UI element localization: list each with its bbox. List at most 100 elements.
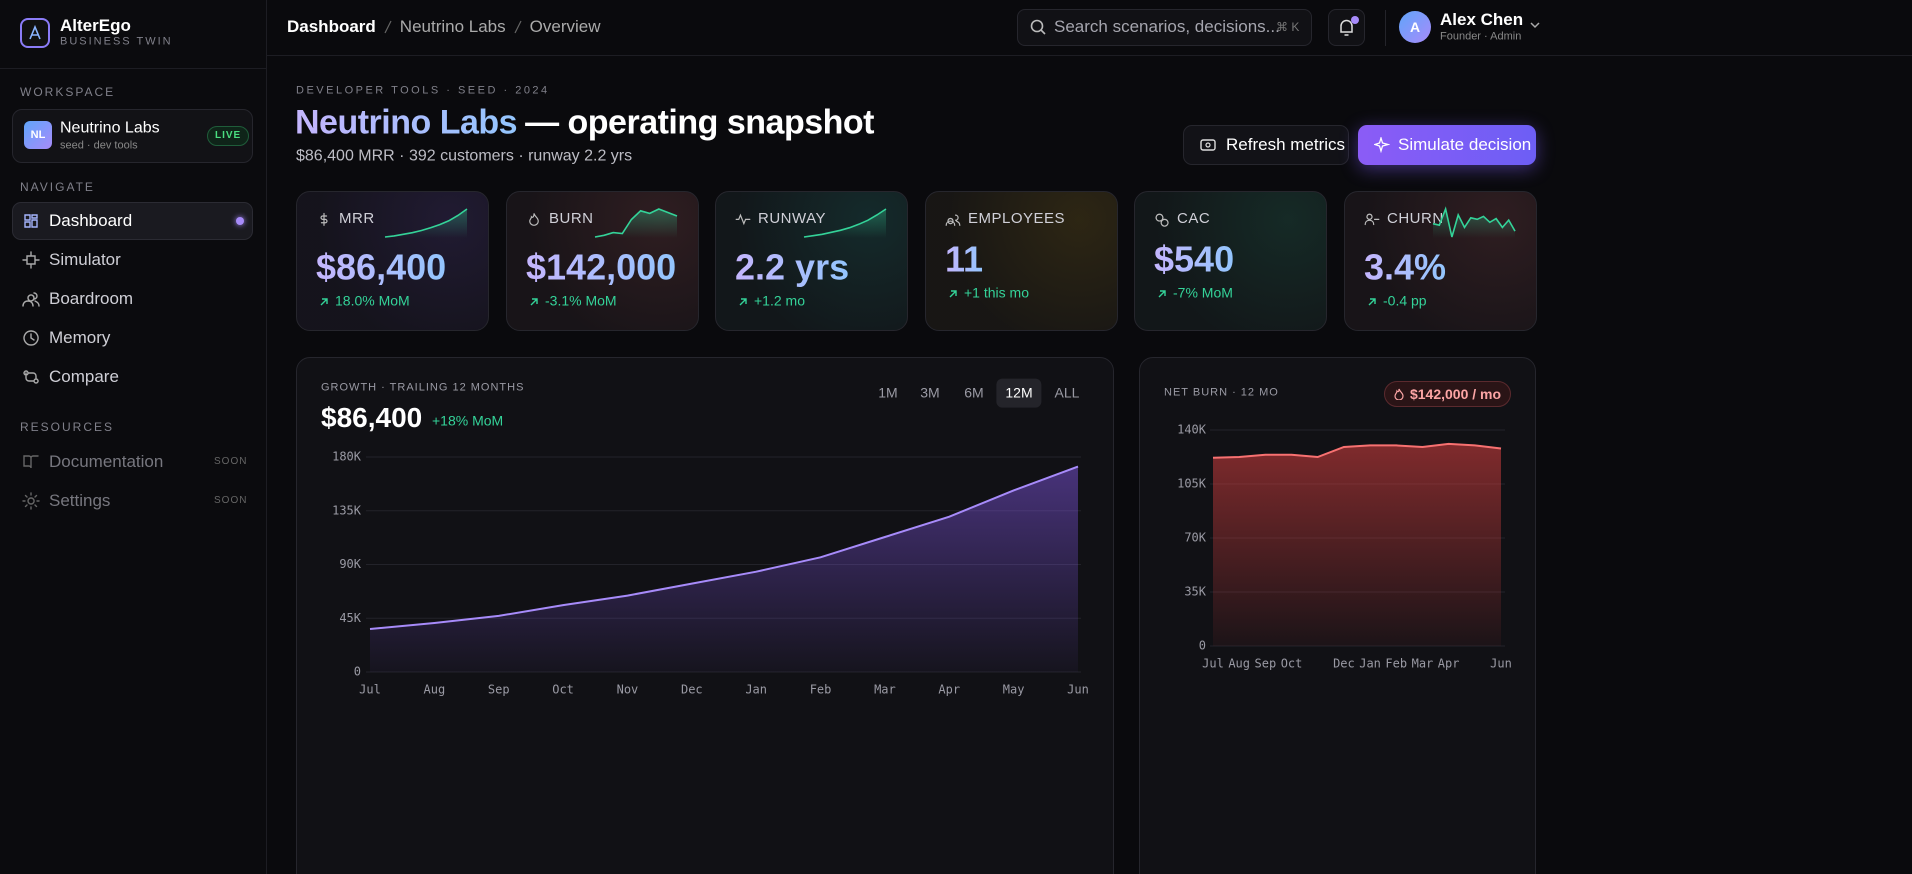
- shortcut: ⌘ K: [1276, 19, 1300, 34]
- x-tick-label: Jan: [1359, 657, 1381, 671]
- chevron[interactable]: [1529, 19, 1541, 31]
- kpi-card[interactable]: [1134, 191, 1327, 331]
- x-tick-label: Mar: [874, 683, 896, 697]
- x-tick-label: Apr: [1438, 657, 1460, 671]
- range-tab[interactable]: 3M: [920, 384, 940, 401]
- range-tab[interactable]: 6M: [964, 384, 984, 401]
- kpi-card[interactable]: [1344, 191, 1537, 331]
- crumb[interactable]: Overview: [529, 17, 601, 36]
- kpi-card[interactable]: [296, 191, 489, 331]
- workspace-avatar: NL: [24, 121, 52, 149]
- y-tick-label: 90K: [339, 557, 361, 571]
- user-role: Founder · Admin: [1440, 30, 1522, 43]
- divider: [267, 55, 1912, 56]
- nav-icon: [22, 290, 40, 313]
- range-tab[interactable]: ALL: [1054, 384, 1080, 401]
- nav-item[interactable]: Dashboard: [49, 210, 133, 230]
- kpi-delta: -0.4 pp: [1383, 292, 1427, 309]
- nav-item[interactable]: Memory: [49, 327, 111, 347]
- x-tick-label: Jul: [1202, 657, 1224, 671]
- x-tick-label: Aug: [424, 683, 446, 697]
- separator: [384, 20, 392, 34]
- range-tab[interactable]: 12M: [996, 378, 1042, 408]
- area-fill: [1213, 443, 1501, 646]
- user-name: Alex Chen: [1440, 9, 1524, 29]
- kpi-icon: [526, 212, 541, 232]
- search-box[interactable]: [1017, 9, 1312, 46]
- section-label: WORKSPACE: [20, 84, 116, 99]
- simulate-button[interactable]: Simulate decision: [1358, 125, 1536, 165]
- divider: [0, 68, 266, 69]
- eyebrow: DEVELOPER TOOLS · SEED · 2024: [296, 84, 550, 97]
- workspace-name: Neutrino Labs: [60, 119, 160, 137]
- x-tick-label: Jun: [1067, 683, 1089, 697]
- y-tick-label: 180K: [332, 450, 362, 464]
- headline: $86,400: [321, 402, 423, 434]
- kpi-value: $86,400: [316, 246, 447, 288]
- section-label: NAVIGATE: [20, 179, 95, 194]
- page-title: Neutrino Labs — operating snapshot: [295, 103, 874, 144]
- sparkline: [594, 208, 678, 238]
- brand-tagline: BUSINESS TWIN: [60, 35, 173, 48]
- refresh-button[interactable]: Refresh metrics: [1183, 125, 1349, 165]
- x-tick-label: Jan: [745, 683, 767, 697]
- delta-icon: [947, 287, 959, 305]
- section-label: RESOURCES: [20, 419, 115, 434]
- crumb[interactable]: Neutrino Labs: [399, 17, 506, 36]
- delta-icon: [528, 295, 540, 313]
- breadcrumb: Dashboard Neutrino Labs Overview: [287, 17, 601, 37]
- delta-icon: [1156, 287, 1168, 305]
- kpi-icon: [316, 212, 331, 232]
- x-tick-label: Jul: [359, 683, 381, 697]
- range-tab[interactable]: 1M: [878, 384, 898, 401]
- y-tick-label: 0: [354, 665, 361, 679]
- brand-name: AlterEgo: [60, 15, 131, 35]
- nav-item[interactable]: Boardroom: [49, 288, 134, 308]
- search-placeholder: Search scenarios, decisions...: [1054, 16, 1280, 36]
- kpi-label: EMPLOYEES: [968, 210, 1066, 227]
- kpi-icon: [1154, 212, 1169, 232]
- kpi-value: 11: [945, 238, 984, 280]
- brand-logo: [20, 18, 50, 48]
- nav-item[interactable]: Simulator: [49, 249, 121, 269]
- button-label: Refresh metrics: [1226, 135, 1346, 154]
- notifications-button[interactable]: [1328, 9, 1365, 46]
- kpi-icon: [735, 212, 751, 232]
- crumb[interactable]: Dashboard: [287, 17, 376, 36]
- workspace-meta: seed · dev tools: [60, 139, 138, 152]
- area-line: [1212, 442, 1502, 459]
- nav-icon: [22, 453, 40, 476]
- x-tick-label: Apr: [938, 683, 960, 697]
- nav-item[interactable]: Settings: [49, 490, 111, 510]
- kpi-card[interactable]: [715, 191, 908, 331]
- sparkline: [384, 208, 468, 238]
- kpi-card[interactable]: [925, 191, 1118, 331]
- badge-label: $142,000 / mo: [1409, 386, 1502, 402]
- button-label: Simulate decision: [1398, 135, 1532, 154]
- x-tick-label: Nov: [617, 683, 639, 697]
- x-tick-label: Oct: [1281, 657, 1303, 671]
- nav-item[interactable]: Documentation: [49, 451, 164, 471]
- kpi-delta: +1 this mo: [964, 284, 1029, 301]
- y-tick-label: 35K: [1184, 585, 1206, 599]
- user-avatar[interactable]: A: [1399, 11, 1431, 43]
- x-tick-label: Sep: [1255, 657, 1277, 671]
- x-tick-label: Aug: [1228, 657, 1250, 671]
- kpi-card[interactable]: [506, 191, 699, 331]
- kpi-label: RUNWAY: [758, 210, 826, 227]
- kpi-value: $142,000: [526, 246, 677, 288]
- nav-icon: [22, 368, 40, 391]
- delta-icon: [1366, 295, 1378, 313]
- x-tick-label: Jun: [1490, 657, 1512, 671]
- x-tick-label: Dec: [681, 683, 703, 697]
- y-tick-label: 105K: [1177, 477, 1207, 491]
- kpi-delta: -3.1% MoM: [545, 292, 617, 309]
- kpi-label: CHURN: [1387, 210, 1444, 227]
- sparkline-area: [804, 209, 886, 238]
- kpi-value: $540: [1154, 238, 1235, 280]
- nav-active[interactable]: [12, 202, 253, 240]
- headline-delta: +18% MoM: [432, 412, 504, 429]
- chart-title: GROWTH · TRAILING 12 MONTHS: [321, 381, 525, 394]
- nav-item[interactable]: Compare: [49, 366, 119, 386]
- y-tick-label: 45K: [339, 611, 361, 625]
